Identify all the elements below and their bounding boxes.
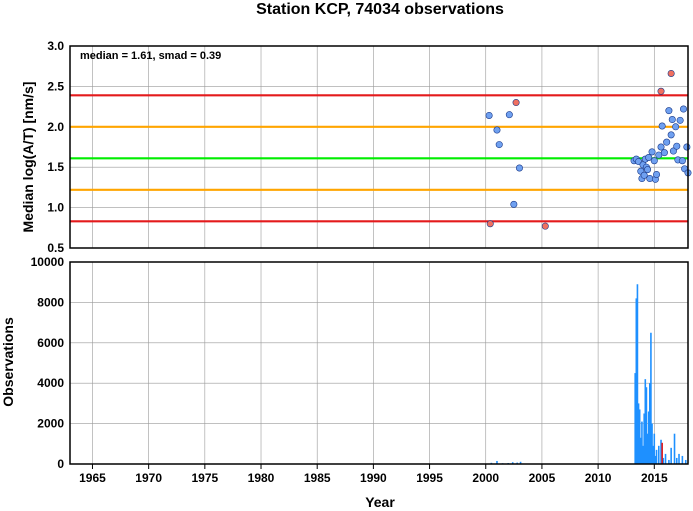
bottom-y-tick-label: 8000 [37, 295, 64, 309]
bottom-y-tick-label: 0 [57, 457, 64, 471]
x-tick-label: 1975 [191, 471, 218, 485]
x-tick-label: 1980 [248, 471, 275, 485]
chart-title: Station KCP, 74034 observations [256, 1, 504, 18]
x-tick-label: 2015 [641, 471, 668, 485]
bottom-y-axis-label: Observations [0, 317, 16, 407]
top-y-tick-label: 3.0 [47, 39, 64, 53]
top-y-tick-label: 1.0 [47, 201, 64, 215]
median-point [650, 157, 658, 165]
median-point [653, 170, 661, 178]
x-tick-label: 1965 [79, 471, 106, 485]
bottom-plot-frame [69, 261, 689, 465]
median-point [660, 149, 668, 157]
median-point [683, 143, 691, 151]
median-point [485, 111, 493, 119]
median-point [644, 166, 652, 174]
median-point [663, 138, 671, 146]
top-y-tick-label: 1.5 [47, 160, 64, 174]
x-tick-label: 1990 [360, 471, 387, 485]
bottom-y-tick-label: 4000 [37, 376, 64, 390]
x-tick-label: 1995 [416, 471, 443, 485]
median-point [495, 141, 503, 149]
median-point [510, 200, 518, 208]
median-point [512, 99, 520, 107]
median-point [678, 157, 686, 165]
bottom-y-tick-label: 6000 [37, 336, 64, 350]
median-point [541, 222, 549, 230]
observations-panel: 1965 1970 1975 1980 1985 1990 1995 2000 2005 2010… [31, 255, 689, 485]
x-tick-label: 2010 [585, 471, 612, 485]
median-point [676, 116, 684, 124]
median-point [515, 164, 523, 172]
x-tick-label: 1985 [304, 471, 331, 485]
x-axis-label: Year [365, 494, 395, 510]
top-plot-frame [69, 45, 689, 249]
median-point [493, 126, 501, 134]
stats-annotation: median = 1.61, smad = 0.39 [80, 50, 221, 62]
median-point [658, 122, 666, 130]
median-point [645, 154, 653, 162]
median-point [667, 131, 675, 139]
bottom-y-tick-label: 10000 [31, 255, 65, 269]
median-point [648, 148, 656, 156]
median-point [665, 107, 673, 115]
median-point [668, 116, 676, 124]
median-point [680, 105, 688, 113]
x-tick-label: 1970 [135, 471, 162, 485]
median-point [673, 142, 681, 150]
bottom-y-tick-label: 2000 [37, 417, 64, 431]
top-y-tick-label: 2.5 [47, 79, 64, 93]
median-point [640, 171, 648, 179]
median-point [667, 69, 675, 77]
x-tick-label: 2005 [529, 471, 556, 485]
median-point [657, 87, 665, 95]
median-point [657, 143, 665, 151]
median-point [672, 123, 680, 131]
median-point [669, 147, 677, 155]
top-y-tick-label: 2.0 [47, 120, 64, 134]
top-y-axis-label: Median log(A/T) [nm/s] [20, 82, 36, 233]
median-panel: 0.5 1.0 1.5 2.0 2.5 3.0 median = 1.61, smad = … [47, 39, 692, 255]
x-tick-label: 2000 [472, 471, 499, 485]
median-point [505, 111, 513, 119]
median-point [486, 220, 494, 228]
top-y-tick-label: 0.5 [47, 241, 64, 255]
